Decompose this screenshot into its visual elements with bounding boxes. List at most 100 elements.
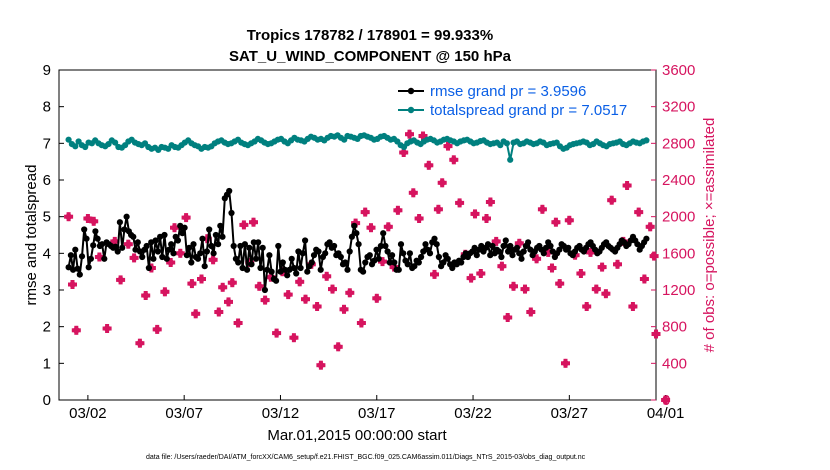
rmse-point: [426, 250, 434, 257]
rmse-point: [389, 252, 396, 259]
rmse-point: [163, 255, 170, 262]
y-tick-label-right: 2400: [662, 172, 695, 189]
obs-point: [555, 279, 565, 289]
obs-point: [628, 301, 638, 312]
rmse-point: [518, 255, 525, 262]
rmse-point: [351, 222, 358, 229]
rmse-point: [199, 235, 206, 242]
rmse-point: [502, 237, 509, 244]
rmse-point: [322, 250, 329, 257]
rmse-point: [355, 241, 362, 248]
legend-spread-marker: [407, 106, 415, 114]
rmse-series: [65, 187, 650, 294]
rmse-point: [373, 246, 380, 253]
rmse-point: [299, 250, 306, 257]
rmse-point: [500, 242, 507, 250]
rmse-point: [386, 259, 393, 266]
rmse-point: [498, 253, 505, 261]
obs-point: [248, 217, 259, 227]
legend-spread-label: totalspread grand pr = 7.0517: [430, 102, 627, 119]
rmse-point: [76, 271, 83, 278]
x-tick-label: 04/01: [647, 405, 685, 422]
spread-series: [65, 132, 650, 163]
plot-frame: [58, 69, 657, 401]
x-tick-label: 03/02: [69, 405, 107, 422]
obs-point: [607, 195, 617, 205]
rmse-point: [150, 255, 157, 262]
obs-point: [181, 213, 191, 223]
rmse-point: [406, 250, 413, 257]
rmse-point: [123, 213, 130, 220]
rmse-point: [208, 242, 215, 250]
rmse-point: [152, 237, 159, 244]
x-tick-label: 03/17: [358, 405, 396, 422]
obs-point: [227, 278, 237, 288]
spread-point: [65, 136, 72, 143]
obs-point: [102, 323, 112, 334]
obs-point: [560, 358, 571, 368]
spread-point: [112, 139, 119, 146]
rmse-point: [288, 255, 295, 262]
obs-point: [551, 217, 561, 227]
obs-point: [649, 251, 659, 261]
rmse-point: [391, 259, 398, 266]
obs-point: [383, 222, 393, 232]
obs-point: [322, 271, 332, 281]
rmse-point: [246, 244, 253, 251]
chart-title-line1: Tropics 178782 / 178901 = 99.933%: [247, 27, 493, 44]
obs-point: [116, 275, 126, 285]
obs-point: [503, 312, 513, 323]
rmse-point: [154, 248, 161, 255]
rmse-point: [411, 263, 418, 270]
rmse-point: [308, 259, 315, 266]
rmse-point: [348, 233, 355, 240]
rmse-point: [489, 242, 496, 250]
rmse-point: [134, 239, 141, 246]
rmse-point: [257, 264, 264, 272]
rmse-point: [377, 242, 384, 250]
rmse-point: [290, 264, 297, 272]
rmse-point: [507, 242, 514, 250]
obs-point: [651, 329, 661, 339]
rmse-point: [565, 244, 572, 251]
rmse-point: [261, 286, 268, 294]
rmse-point: [190, 241, 197, 248]
obs-point: [508, 281, 519, 291]
y-tick-label-right: 2000: [662, 209, 695, 226]
obs-point: [129, 253, 139, 263]
obs-point: [622, 180, 632, 191]
rmse-point: [78, 253, 86, 260]
rmse-point: [244, 266, 251, 273]
rmse-point: [547, 242, 554, 250]
obs-point: [169, 223, 180, 233]
obs-point: [404, 129, 415, 139]
rmse-point: [380, 230, 387, 237]
obs-point: [64, 212, 74, 222]
obs-point: [295, 277, 305, 287]
rmse-point: [353, 230, 360, 237]
rmse-point: [422, 241, 429, 248]
obs-point: [360, 207, 370, 217]
y-tick-label-left: 6: [43, 172, 51, 189]
rmse-point: [444, 255, 451, 262]
y-tick-label-left: 8: [43, 99, 51, 116]
rmse-point: [382, 242, 389, 250]
obs-point: [71, 325, 81, 335]
rmse-point: [505, 248, 512, 255]
obs-point: [356, 318, 366, 328]
rmse-point: [310, 252, 318, 259]
obs-point: [393, 205, 403, 215]
rmse-point: [161, 231, 168, 239]
y-tick-label-left: 2: [43, 319, 51, 336]
rmse-point: [188, 259, 195, 266]
rmse-point: [165, 246, 173, 253]
obs-point: [564, 215, 574, 225]
rmse-point: [250, 239, 257, 246]
rmse-point: [255, 239, 262, 246]
obs-point: [289, 333, 299, 343]
rmse-point: [197, 250, 204, 257]
obs-point: [449, 155, 459, 165]
rmse-point: [496, 248, 503, 255]
rmse-point: [181, 224, 188, 231]
obs-point: [191, 309, 201, 319]
